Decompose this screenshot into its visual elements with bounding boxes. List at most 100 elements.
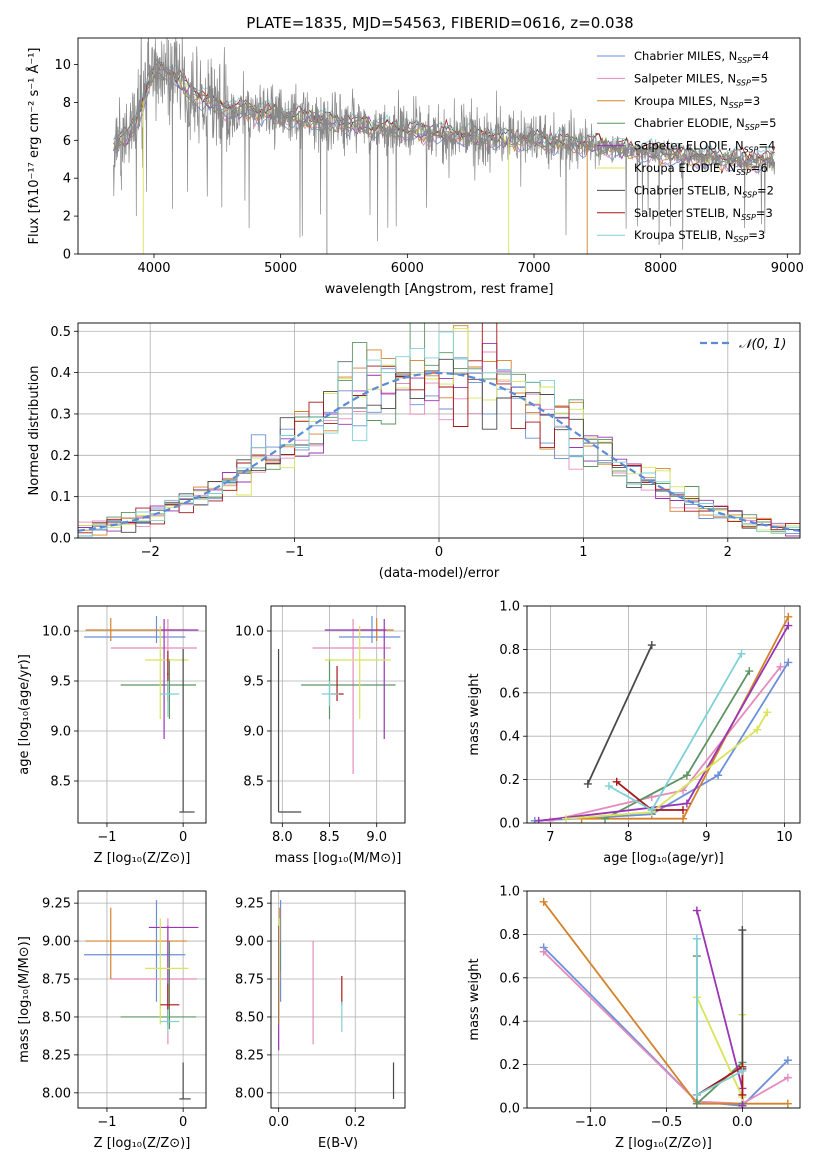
weight-series bbox=[539, 897, 792, 1108]
y-tick-label: 0.0 bbox=[499, 817, 520, 832]
legend-nssp-value: 3 bbox=[765, 206, 772, 220]
y-tick-label: 0.6 bbox=[499, 686, 520, 701]
y-axis-label: mass weight bbox=[467, 673, 482, 755]
weight-point-marker bbox=[682, 771, 691, 780]
y-tick-label: 9.25 bbox=[42, 897, 71, 912]
axes-frame bbox=[270, 605, 406, 824]
x-tick-label: 0 bbox=[179, 830, 187, 845]
x-tick-label: −1 bbox=[285, 545, 304, 560]
legend-nssp-subscript: SSP bbox=[736, 78, 751, 87]
plot-area-spectrum bbox=[113, 38, 776, 254]
y-axis-label: mass weight bbox=[467, 958, 482, 1040]
legend-equals: = bbox=[760, 116, 770, 130]
axes-frame bbox=[270, 890, 406, 1109]
weight-point-marker bbox=[534, 816, 543, 823]
errorbar-point bbox=[312, 619, 391, 774]
x-axis-label: Z [log₁₀(Z/Z⊙)] bbox=[615, 1136, 712, 1151]
y-tick-label: 0.6 bbox=[499, 971, 520, 986]
x-tick-label: 7 bbox=[546, 830, 554, 845]
y-tick-label: 1.0 bbox=[499, 600, 520, 615]
axes-age_vs_mass: 8.0 8.5 9.0 8.5 9.0 9.5 10.0 mass [log₁₀(M/M⊙)] bbox=[235, 605, 406, 866]
errorbar-point bbox=[160, 619, 199, 739]
legend-nssp-prefix: , N bbox=[721, 49, 737, 63]
y-axis-label: age [log₁₀(age/yr)] bbox=[17, 654, 32, 775]
y-tick-label: 8.00 bbox=[235, 1086, 264, 1101]
x-axis-label: E(B-V) bbox=[318, 1136, 358, 1151]
y-axis-label: Normed distribution bbox=[27, 366, 42, 496]
y-tick-label: 0.1 bbox=[50, 490, 71, 505]
weight-point-marker bbox=[682, 799, 691, 808]
weight-point-marker bbox=[753, 725, 762, 734]
residual-histogram bbox=[78, 342, 800, 537]
axes-mass_vs_ebv: 0.0 0.2 8.00 8.25 8.50 8.75 9.00 9.25 E(B-V) bbox=[235, 890, 406, 1151]
weight-series-line bbox=[543, 951, 789, 1105]
y-tick-label: 0.4 bbox=[499, 1015, 520, 1030]
axes-age_vs_Z: −1 0 8.5 9.0 9.5 10.0 Z [log₁₀(Z/Z⊙)] age [log₁… bbox=[17, 605, 207, 866]
legend-model-name: Salpeter ELODIE bbox=[634, 139, 728, 153]
legend-model-name: Chabrier STELIB bbox=[634, 183, 726, 197]
legend-equals: = bbox=[751, 161, 761, 175]
x-tick-label: 2 bbox=[724, 545, 732, 560]
errorbar-point bbox=[84, 900, 186, 1002]
plot-area-weight_vs_Z bbox=[539, 897, 792, 1108]
legend-entry: Chabrier STELIB, NSSP=2 bbox=[634, 183, 774, 199]
weight-point-marker bbox=[583, 779, 592, 788]
legend-nssp-subscript: SSP bbox=[734, 235, 749, 244]
y-tick-label: 0.4 bbox=[50, 366, 71, 381]
weight-series bbox=[577, 612, 793, 823]
weight-point-marker bbox=[692, 906, 701, 915]
errorbar-point bbox=[110, 918, 197, 1045]
y-tick-label: 9.00 bbox=[42, 935, 71, 950]
x-tick-label: −1 bbox=[97, 1115, 116, 1130]
legend-nssp-value: 3 bbox=[753, 94, 760, 108]
weight-series-line bbox=[543, 946, 789, 1107]
weight-point-marker bbox=[737, 649, 746, 658]
legend-equals: = bbox=[751, 71, 761, 85]
x-tick-label: 0 bbox=[179, 1115, 187, 1130]
x-axis-label: (data-model)/error bbox=[379, 566, 500, 581]
y-tick-label: 9.0 bbox=[243, 725, 264, 740]
errorbar-point bbox=[179, 1062, 191, 1100]
legend-nssp-value: 5 bbox=[769, 116, 776, 130]
y-tick-label: 9.00 bbox=[235, 935, 264, 950]
weight-point-marker bbox=[647, 805, 656, 814]
residual-histogram bbox=[78, 331, 800, 537]
errorbar-point bbox=[120, 659, 197, 719]
y-tick-label: 0.2 bbox=[499, 773, 520, 788]
x-tick-label: 0 bbox=[435, 545, 443, 560]
y-tick-label: 6 bbox=[63, 134, 71, 149]
legend-entry: Chabrier ELODIE, NSSP=5 bbox=[634, 116, 776, 132]
y-tick-label: 1.0 bbox=[499, 885, 520, 900]
legend-nssp-prefix: , N bbox=[729, 116, 745, 130]
y-tick-label: 4 bbox=[63, 172, 71, 187]
legend-equals: = bbox=[758, 139, 768, 153]
weight-point-marker bbox=[539, 897, 548, 906]
weight-point-marker bbox=[738, 1067, 747, 1076]
residual-legend: 𝒩(0, 1) bbox=[700, 337, 786, 352]
residual-histogram bbox=[78, 323, 800, 534]
plot-area-age_vs_Z bbox=[84, 616, 199, 813]
plot-layer: 4000 5000 6000 7000 8000 90000246810wavelengt… bbox=[17, 37, 804, 1151]
weight-series-line bbox=[696, 910, 744, 1106]
legend-entry: Kroupa MILES, NSSP=3 bbox=[634, 94, 760, 110]
weight-series bbox=[692, 934, 747, 1099]
axes-frame bbox=[77, 37, 801, 255]
legend-nssp-subscript: SSP bbox=[744, 146, 759, 155]
legend-nssp-prefix: , N bbox=[728, 139, 744, 153]
x-tick-label: 8000 bbox=[644, 261, 677, 276]
axes-residuals: −2 −1 0 1 2 0.0 0.1 0.2 0.3 0.4 0.5 (data-model)/er… bbox=[27, 322, 801, 581]
legend-model-name: Chabrier ELODIE bbox=[634, 116, 729, 130]
y-tick-label: 10.0 bbox=[42, 625, 71, 640]
legend-model-name: Kroupa MILES bbox=[634, 94, 713, 108]
weight-point-marker bbox=[679, 805, 687, 814]
legend-nssp-subscript: SSP bbox=[736, 168, 751, 177]
x-tick-label: −0.5 bbox=[651, 1115, 683, 1130]
x-tick-label: 6000 bbox=[391, 261, 424, 276]
x-tick-label: 5000 bbox=[264, 261, 297, 276]
plot-area-residuals bbox=[78, 323, 800, 537]
y-tick-label: 2 bbox=[63, 210, 71, 225]
axes-frame bbox=[526, 605, 801, 824]
legend-entry: Salpeter ELODIE, NSSP=4 bbox=[634, 139, 775, 155]
errorbar-point bbox=[179, 649, 195, 813]
